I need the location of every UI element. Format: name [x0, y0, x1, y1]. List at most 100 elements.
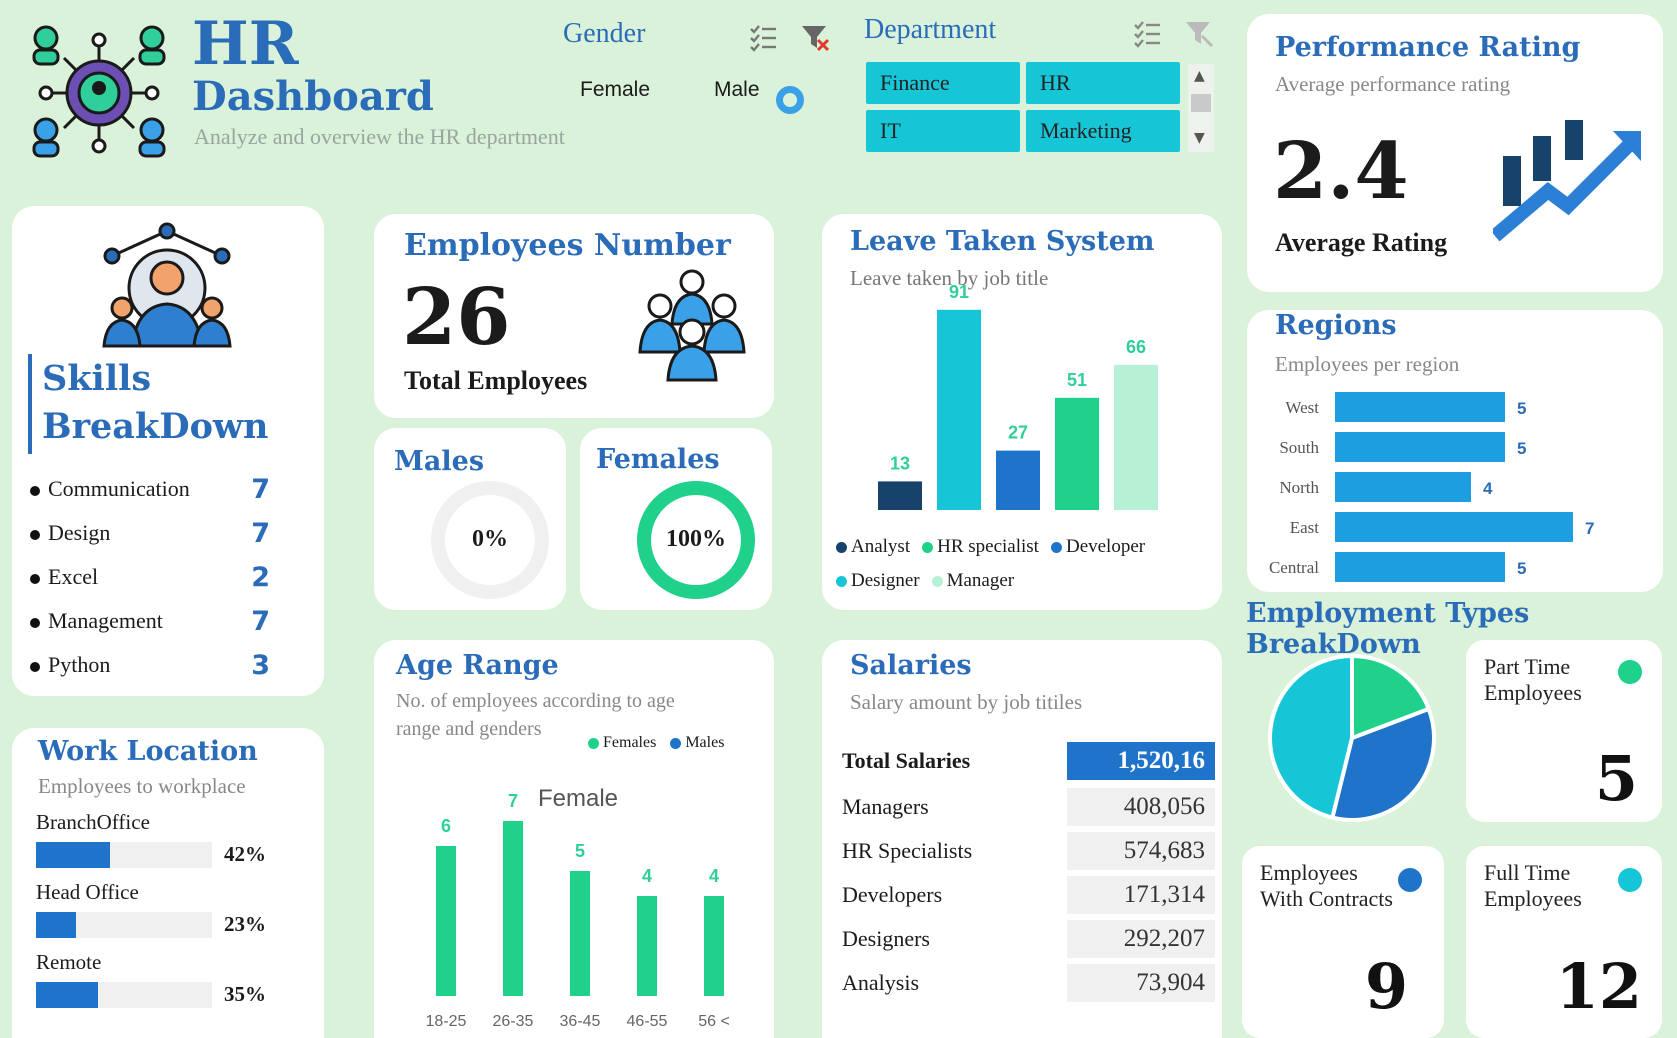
skill-row: Excel 2	[30, 562, 270, 594]
age-bar	[503, 821, 523, 996]
females-title: Females	[596, 444, 720, 475]
skill-label: Excel	[48, 564, 99, 589]
employment-types-title: Employment Types BreakDown	[1246, 598, 1530, 660]
accent-bar	[28, 354, 32, 454]
chevron-down-icon[interactable]: ▼	[1194, 130, 1205, 146]
legend-dot	[1050, 542, 1062, 554]
employees-title: Employees Number	[404, 228, 731, 263]
department-option-finance[interactable]: Finance	[866, 62, 1020, 104]
salary-row: Managers 408,056	[842, 788, 1222, 826]
legend-item: HR specialist	[922, 536, 1039, 557]
skill-value: 2	[251, 562, 270, 593]
females-donut-arc	[637, 481, 755, 599]
salary-row: Designers 292,207	[842, 920, 1222, 958]
multi-select-icon[interactable]	[1132, 18, 1162, 48]
leave-legend: Analyst HR specialist Developer Designer Man…	[836, 530, 1216, 598]
age-bar-label: 4	[642, 866, 652, 886]
work-location-title: Work Location	[38, 736, 258, 767]
clear-filter-icon[interactable]	[800, 22, 830, 52]
age-legend-males: Males	[685, 734, 725, 751]
chevron-up-icon[interactable]: ▲	[1194, 68, 1205, 84]
region-value: 4	[1483, 479, 1493, 498]
work-location-card: Work Location Employees to workplace Bra…	[12, 728, 324, 1038]
legend-dot	[588, 737, 599, 749]
performance-subtitle: Average performance rating	[1275, 72, 1511, 96]
regions-card: Regions Employees per region West 5 South 5…	[1247, 310, 1663, 592]
salary-row: HR Specialists 574,683	[842, 832, 1222, 870]
skills-title-line2: BreakDown	[42, 406, 269, 447]
full-time-label: Full Time Employees	[1484, 860, 1582, 911]
bullet	[30, 574, 40, 584]
department-slicer-title: Department	[864, 14, 997, 45]
regions-title: Regions	[1275, 310, 1397, 341]
females-value: 100%	[666, 526, 726, 552]
age-legend: Females Males	[588, 734, 724, 752]
salary-value: 171,314	[1067, 876, 1215, 914]
clear-filter-icon[interactable]	[1184, 18, 1214, 48]
employment-pie-chart	[1268, 653, 1436, 822]
slicer-scrollbar[interactable]: ▲ ▼	[1188, 64, 1214, 152]
females-card: Females 100%	[580, 428, 772, 610]
bullet	[30, 530, 40, 540]
age-range-subtitle-line2: range and genders	[396, 718, 542, 740]
salary-total-label: Total Salaries	[842, 748, 971, 773]
age-bar-label: 4	[709, 866, 719, 886]
work-location-fill	[36, 842, 110, 868]
legend-label: Designer	[851, 570, 920, 591]
region-value: 5	[1517, 399, 1526, 418]
gender-option-female[interactable]: Female	[580, 78, 651, 101]
region-label: South	[1279, 438, 1319, 457]
performance-title: Performance Rating	[1275, 32, 1581, 63]
leave-bar-label: 13	[890, 453, 910, 473]
age-range-title: Age Range	[396, 650, 559, 681]
age-tick-label: 18-25	[426, 1013, 467, 1030]
skill-label: Communication	[48, 476, 190, 501]
dashboard-subtitle: Analyze and overview the HR department	[194, 124, 565, 149]
department-option-it[interactable]: IT	[866, 110, 1020, 152]
age-bar-label: 7	[508, 791, 518, 811]
work-location-percent: 35%	[224, 982, 266, 1006]
multi-select-icon[interactable]	[748, 22, 778, 52]
leave-bar	[1114, 364, 1158, 510]
part-time-dot	[1618, 660, 1642, 684]
region-label: East	[1290, 518, 1320, 537]
employees-card: Employees Number 26 Total Employees	[374, 214, 774, 418]
work-location-percent: 23%	[224, 912, 266, 936]
salary-row: Developers 171,314	[842, 876, 1222, 914]
leave-bar	[937, 309, 981, 510]
work-location-label: Head Office	[36, 880, 139, 904]
skill-label: Design	[48, 520, 111, 545]
age-range-subtitle-line1: No. of employees according to age	[396, 690, 675, 712]
leave-bar-label: 91	[949, 282, 969, 302]
legend-dot	[931, 576, 943, 588]
pie-slice	[1350, 653, 1432, 741]
work-location-fill	[36, 912, 77, 938]
work-location-track	[36, 842, 212, 868]
age-tick-label: 56 <	[698, 1013, 730, 1030]
part-time-value: 5	[1594, 742, 1638, 815]
scrollbar-thumb[interactable]	[1191, 94, 1211, 112]
department-option-hr[interactable]: HR	[1026, 62, 1180, 104]
group-users-icon	[638, 269, 746, 382]
salary-value: 408,056	[1067, 788, 1215, 826]
salaries-card: Salaries Salary amount by job titiles To…	[822, 640, 1222, 1038]
salary-label: Designers	[842, 926, 930, 951]
full-time-dot	[1618, 868, 1642, 892]
full-time-card: Full Time Employees 12	[1466, 846, 1662, 1038]
leave-bar-chart: 13 91 27 51 66	[878, 282, 1158, 510]
department-option-marketing[interactable]: Marketing	[1026, 110, 1180, 152]
males-donut	[431, 481, 549, 599]
gender-option-male[interactable]: Male	[714, 78, 760, 101]
age-bar	[637, 896, 657, 996]
leave-title: Leave Taken System	[850, 226, 1155, 257]
leave-bar	[878, 481, 922, 510]
age-bar	[704, 896, 724, 996]
salary-label: HR Specialists	[842, 838, 973, 863]
age-tick-label: 46-55	[627, 1013, 668, 1030]
males-card: Males 0%	[374, 428, 566, 610]
growth-chart-icon	[1493, 120, 1641, 242]
age-chart-title: Female	[538, 785, 618, 812]
males-value: 0%	[472, 526, 508, 552]
skill-value: 7	[251, 474, 270, 505]
males-title: Males	[394, 446, 485, 477]
